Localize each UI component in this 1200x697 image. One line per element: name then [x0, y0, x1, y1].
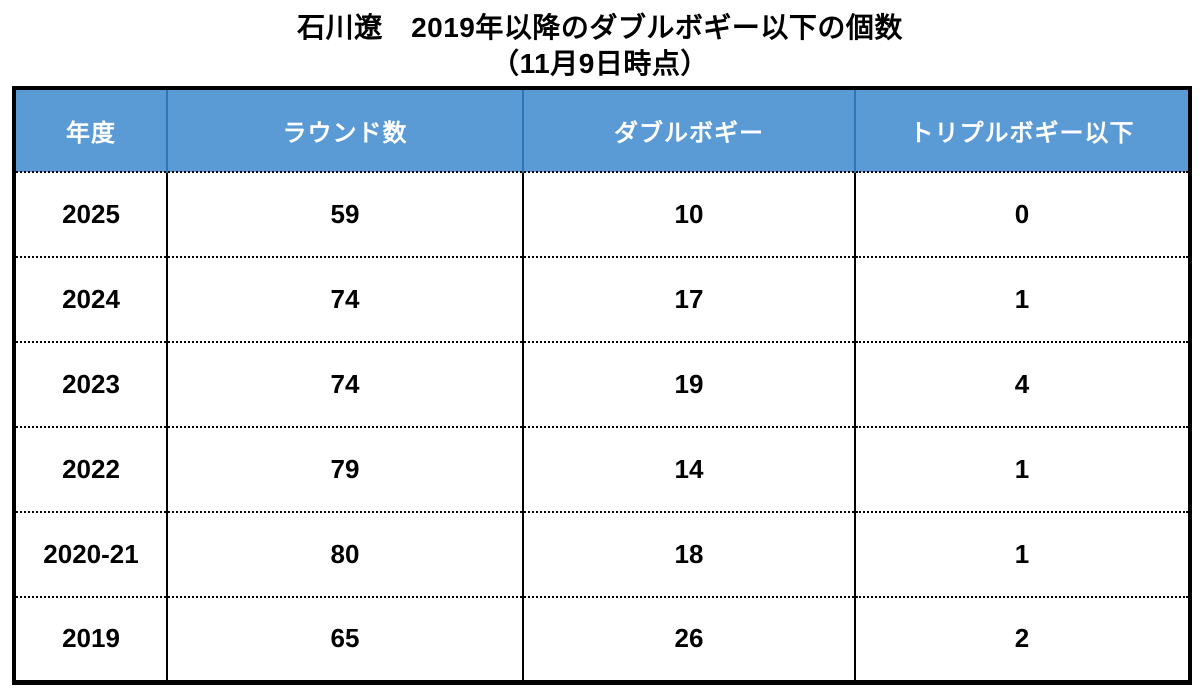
header-row: 年度 ラウンド数 ダブルボギー トリプルボギー以下	[14, 88, 1190, 173]
cell-double-bogey: 18	[522, 512, 855, 598]
cell-year: 2020-21	[14, 512, 167, 598]
cell-double-bogey: 26	[522, 597, 855, 682]
cell-triple-bogey-or-worse: 2	[854, 597, 1190, 682]
table-row-2023: 2023 74 19 4	[14, 342, 1190, 428]
table-row-2022: 2022 79 14 1	[14, 427, 1190, 513]
cell-double-bogey: 10	[522, 172, 855, 258]
cell-triple-bogey-or-worse: 1	[854, 512, 1190, 598]
page-title-line2: （11月9日時点）	[491, 47, 709, 79]
table-row-2020-21: 2020-21 80 18 1	[14, 512, 1190, 598]
cell-rounds: 74	[166, 257, 523, 343]
cell-year: 2024	[14, 257, 167, 343]
cell-year: 2025	[14, 172, 167, 258]
column-header-double-bogey: ダブルボギー	[522, 88, 855, 173]
cell-rounds: 74	[166, 342, 523, 428]
cell-triple-bogey-or-worse: 4	[854, 342, 1190, 428]
cell-rounds: 65	[166, 597, 523, 682]
cell-rounds: 80	[166, 512, 523, 598]
cell-double-bogey: 14	[522, 427, 855, 513]
cell-triple-bogey-or-worse: 1	[854, 427, 1190, 513]
page-title: 石川遼 2019年以降のダブルボギー以下の個数 （11月9日時点）	[0, 0, 1200, 82]
cell-year: 2023	[14, 342, 167, 428]
cell-double-bogey: 17	[522, 257, 855, 343]
column-header-year: 年度	[14, 88, 167, 173]
stats-table: 年度 ラウンド数 ダブルボギー トリプルボギー以下 2025 59 10 0 2…	[12, 86, 1192, 685]
cell-triple-bogey-or-worse: 1	[854, 257, 1190, 343]
cell-year: 2019	[14, 597, 167, 682]
cell-triple-bogey-or-worse: 0	[854, 172, 1190, 258]
cell-year: 2022	[14, 427, 167, 513]
column-header-rounds: ラウンド数	[166, 88, 523, 173]
table-row-2025: 2025 59 10 0	[14, 172, 1190, 258]
table-row-2024: 2024 74 17 1	[14, 257, 1190, 343]
cell-rounds: 79	[166, 427, 523, 513]
table-row-2019: 2019 65 26 2	[14, 597, 1190, 682]
cell-double-bogey: 19	[522, 342, 855, 428]
page-title-line1: 石川遼 2019年以降のダブルボギー以下の個数	[297, 12, 903, 43]
cell-rounds: 59	[166, 172, 523, 258]
column-header-triple-bogey-or-worse: トリプルボギー以下	[854, 88, 1190, 173]
